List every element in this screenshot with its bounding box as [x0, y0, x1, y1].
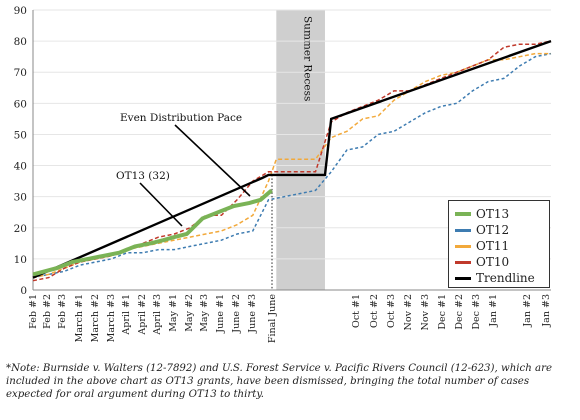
x-tick-label: Oct #3 [386, 294, 397, 328]
series-line-trendline [32, 39, 552, 279]
legend-item-trendline: Trendline [455, 270, 545, 286]
footnote: *Note: Burnside v. Walters (12-7892) and… [6, 363, 552, 400]
x-tick-label: June #1 [215, 294, 226, 334]
legend-label: OT10 [476, 255, 510, 269]
ot13-label: OT13 (32) [116, 170, 170, 182]
legend: OT13 OT12 OT11 OT10 Trendline [448, 200, 550, 288]
ot13-pointer [139, 182, 183, 227]
y-tick-label: 10 [14, 254, 27, 266]
x-tick-label: Dec #2 [454, 294, 465, 330]
x-tick-label: Jan #3 [541, 294, 552, 328]
legend-label: OT12 [476, 223, 510, 237]
x-tick-label: March #3 [106, 294, 117, 342]
recess-label: Summer Recess [302, 16, 314, 101]
x-tick-label: Final June [267, 294, 278, 344]
x-tick-label: Oct #2 [369, 294, 380, 328]
x-tick-label: April #2 [137, 294, 148, 336]
y-tick-label: 50 [14, 129, 27, 141]
legend-label: OT13 [476, 207, 510, 221]
legend-swatch [455, 212, 471, 216]
series-line-ot13 [32, 188, 273, 277]
legend-label: OT11 [476, 239, 510, 253]
x-tick-label: June #3 [247, 294, 258, 334]
x-tick-label: Dec #3 [471, 294, 482, 330]
x-tick-label: Oct #1 [351, 294, 362, 328]
x-tick-label: May #1 [168, 294, 179, 332]
x-tick-label: Jan #2 [522, 294, 533, 328]
legend-item-ot10: OT10 [455, 254, 545, 270]
legend-label: Trendline [476, 271, 535, 285]
even-pace-label: Even Distribution Pace [120, 112, 242, 124]
legend-swatch [455, 228, 471, 232]
x-tick-label: March #1 [74, 294, 85, 342]
legend-swatch [455, 260, 471, 264]
legend-item-ot12: OT12 [455, 222, 545, 238]
y-tick-label: 90 [14, 5, 27, 17]
x-tick-label: Feb #1 [28, 294, 39, 329]
legend-item-ot13: OT13 [455, 206, 545, 222]
even-pace-pointer [174, 124, 251, 197]
x-tick-label: Nov #3 [420, 294, 431, 330]
x-tick-label: May #3 [199, 294, 210, 332]
recess-band [276, 10, 325, 290]
x-tick-label: April #1 [121, 294, 132, 336]
x-tick-label: April #3 [152, 294, 163, 336]
y-tick-label: 20 [14, 223, 27, 235]
x-tick-label: Feb #2 [42, 294, 53, 329]
y-tick-label: 40 [14, 161, 27, 173]
x-tick-label: Jan #1 [488, 294, 499, 328]
legend-swatch [455, 276, 471, 280]
x-tick-label: Feb #3 [57, 294, 68, 329]
x-tick-label: June #2 [231, 294, 242, 334]
legend-swatch [455, 244, 471, 248]
y-tick-label: 80 [14, 36, 27, 48]
x-tick-label: Nov #2 [403, 294, 414, 330]
x-tick-label: May #2 [184, 294, 195, 332]
y-tick-label: 30 [14, 192, 27, 204]
x-tick-label: Dec #1 [437, 294, 448, 330]
series-line-ot12 [32, 52, 552, 279]
y-tick-label: 70 [14, 67, 27, 79]
y-tick-label: 0 [20, 285, 27, 297]
y-tick-label: 60 [14, 98, 27, 110]
legend-item-ot11: OT11 [455, 238, 545, 254]
x-tick-label: March #2 [90, 294, 101, 342]
